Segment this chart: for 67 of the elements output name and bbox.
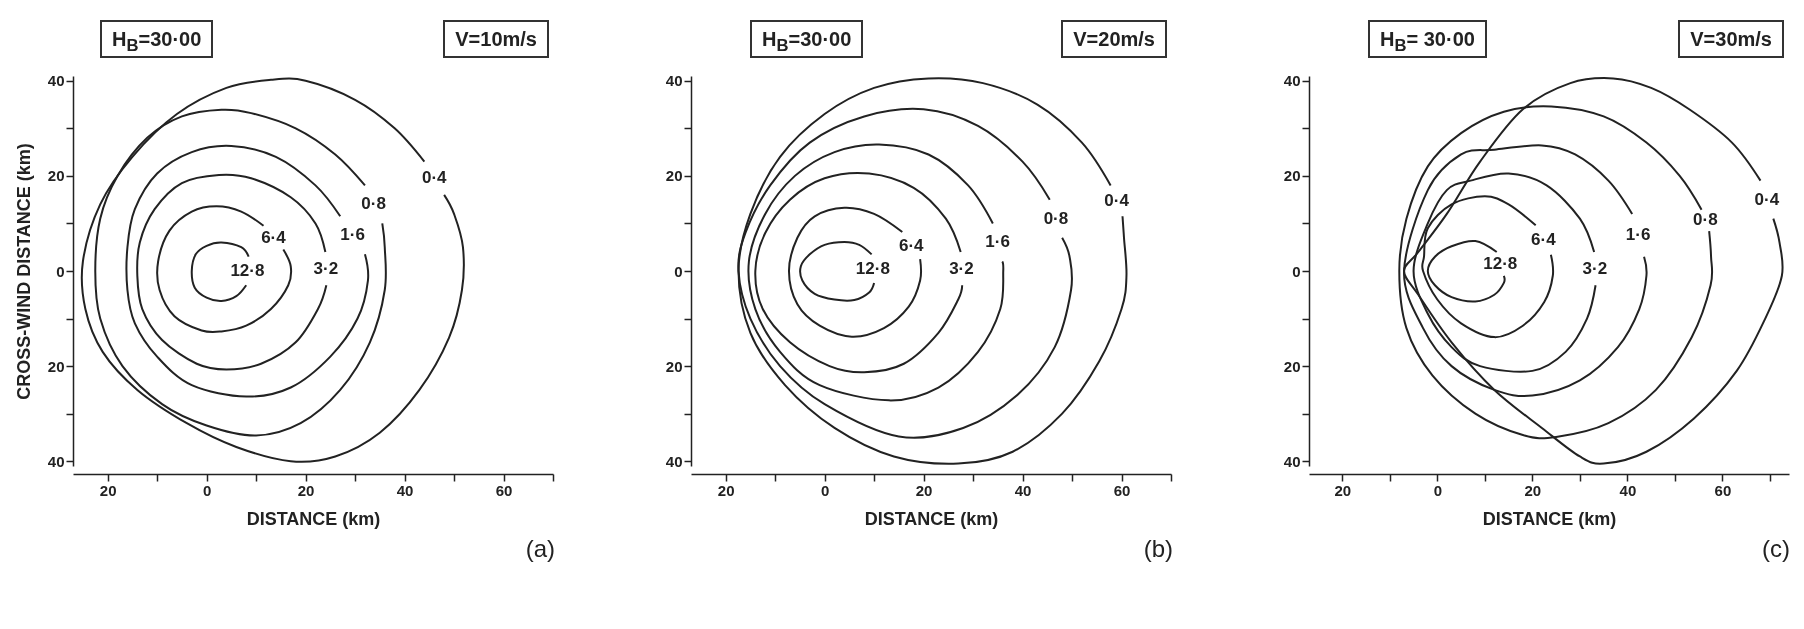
text: (c) [1761, 535, 1790, 563]
y-tick-label: 0 [1292, 262, 1301, 280]
x-tick-label: 0 [202, 481, 212, 499]
x-tick-label: 40 [1619, 481, 1637, 499]
x-tick-label: 60 [495, 481, 513, 499]
y-tick-label: 20 [665, 167, 683, 185]
series-label: 0·8 [1693, 210, 1718, 230]
y-tick-label: 20 [47, 357, 65, 375]
line-series [156, 205, 293, 334]
text: (a) [524, 535, 555, 563]
y-tick-label: 40 [665, 452, 683, 470]
y-tick-label: 40 [1283, 72, 1301, 90]
text: V=10m/s [443, 20, 549, 58]
x-tick-label: 20 [297, 481, 315, 499]
series-label: 1·6 [340, 225, 365, 245]
line-series [787, 206, 922, 338]
series-label: 1·6 [985, 232, 1010, 252]
y-tick-label: 20 [1283, 357, 1301, 375]
x-tick-label: 20 [915, 481, 933, 499]
series-label: 0·4 [1754, 189, 1780, 209]
series-label: 3·2 [1582, 258, 1608, 278]
series-label: 12·8 [230, 261, 265, 280]
series-label: 6·4 [261, 227, 287, 247]
text: H$_{B}$=30·00 [750, 20, 864, 58]
series-label: 3·2 [313, 258, 339, 278]
x-axis-title: DISTANCE (km) [246, 508, 381, 529]
series-label: 0·8 [1043, 208, 1069, 228]
x-tick-label: 40 [396, 481, 414, 499]
series-label: 6·4 [898, 235, 925, 255]
text: H$_{B}$= 30·00 [1368, 20, 1487, 58]
y-tick-label: 40 [1283, 452, 1301, 470]
x-tick-label: 60 [1113, 481, 1131, 499]
series-label: 0·4 [421, 168, 448, 188]
series-label: 3·2 [949, 258, 974, 278]
series-label: 0·4 [1104, 190, 1130, 210]
y-tick-label: 20 [1283, 167, 1301, 185]
text: V=20m/s [1061, 20, 1167, 58]
text: (b) [1142, 535, 1173, 563]
series-label: 12·8 [855, 258, 890, 278]
text: V=30m/s [1678, 20, 1784, 58]
x-tick-label: 40 [1014, 481, 1032, 499]
x-axis-title: DISTANCE (km) [1482, 508, 1617, 529]
y-tick-label: 20 [665, 357, 683, 375]
series-label: 12·8 [1483, 253, 1518, 273]
y-tick-label: 20 [47, 167, 65, 185]
x-tick-label: 20 [99, 481, 117, 499]
line-series [1421, 195, 1555, 339]
x-axis-title: DISTANCE (km) [864, 508, 999, 529]
y-tick-label: 0 [56, 262, 65, 280]
x-tick-label: 0 [820, 481, 830, 499]
text: H$_{B}$=30·00 [100, 20, 214, 58]
series-label: 1·6 [1625, 225, 1651, 245]
x-tick-label: 20 [1334, 481, 1352, 499]
line-series [737, 77, 1128, 465]
y-tick-label: 40 [665, 72, 683, 90]
x-tick-label: 60 [1714, 481, 1732, 499]
line-series [80, 77, 465, 463]
x-tick-label: 0 [1433, 481, 1442, 499]
y-tick-label: 0 [674, 262, 683, 280]
y-tick-label: 40 [47, 72, 65, 90]
x-tick-label: 20 [1524, 481, 1542, 499]
line-series [94, 108, 387, 437]
x-tick-label: 20 [717, 481, 735, 499]
y-tick-label: 40 [47, 452, 65, 470]
series-label: 6·4 [1531, 230, 1557, 250]
y-axis-title: CROSS-WIND DISTANCE (km) [13, 143, 34, 400]
series-label: 0·8 [361, 194, 386, 214]
